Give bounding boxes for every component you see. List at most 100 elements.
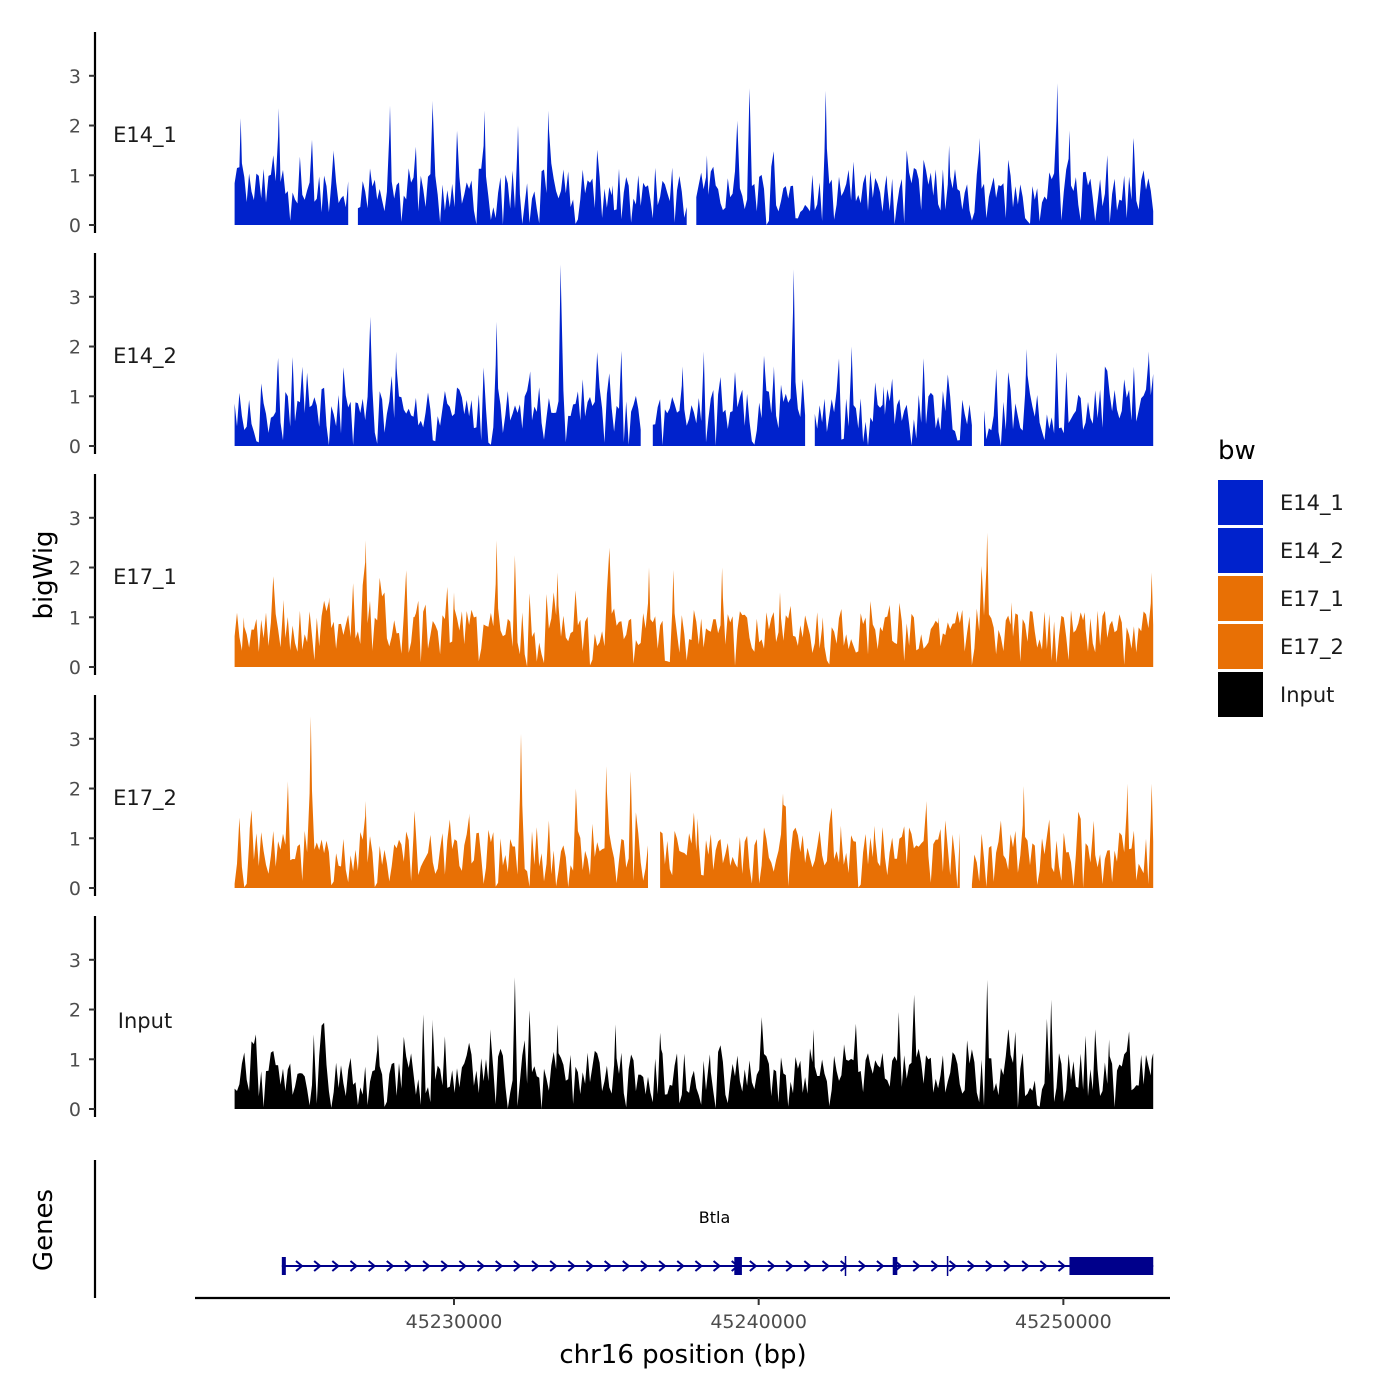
signal-area <box>234 977 1154 1109</box>
legend-key <box>1218 528 1263 573</box>
genes-axis-title: Genes <box>29 1189 59 1271</box>
y-tick-label: 1 <box>69 607 81 629</box>
y-tick-label: 0 <box>69 657 81 679</box>
legend-label: E17_2 <box>1280 635 1344 660</box>
strand-chevron <box>495 1260 504 1272</box>
track-panel-e14-1: 0 1 2 3 E14_1 <box>69 32 1154 237</box>
strand-chevron <box>658 1260 667 1272</box>
y-tick-label: 0 <box>69 878 81 900</box>
signal-area <box>357 100 687 225</box>
signal-area <box>814 346 972 446</box>
y-tick-label: 0 <box>69 1099 81 1121</box>
track-panel-e14-2: 0 1 2 3 E14_2 <box>69 253 1154 458</box>
legend-label: Input <box>1280 683 1334 707</box>
strand-chevron <box>349 1260 359 1272</box>
strand-chevron <box>930 1260 939 1272</box>
legend-key <box>1218 672 1263 717</box>
y-tick-label: 1 <box>69 165 81 187</box>
strand-chevron <box>531 1260 540 1272</box>
signal-area <box>652 269 806 446</box>
strand-chevron <box>839 1260 849 1272</box>
strand-chevron <box>622 1260 631 1272</box>
y-tick-label: 3 <box>69 729 81 751</box>
strand-chevron <box>367 1260 377 1272</box>
strand-chevron <box>1003 1260 1012 1272</box>
x-tick-label: 45250000 <box>1015 1311 1112 1333</box>
strand-chevron <box>676 1260 685 1272</box>
y-tick-label: 2 <box>69 1000 81 1022</box>
y-tick-label: 2 <box>69 337 81 359</box>
strand-chevron <box>712 1260 722 1272</box>
genes-track: Btla <box>93 1160 1154 1298</box>
strand-chevron <box>567 1260 576 1272</box>
strand-chevron <box>785 1260 794 1272</box>
strand-chevron <box>458 1260 467 1272</box>
track-panels: 0 1 2 3 E14_1 0 1 2 3 E14_2 0 1 2 3 E17_1 0 1 2 3 E17_2 0 1 2 3… <box>69 32 1154 1121</box>
track-panel-input: 0 1 2 3 Input <box>69 916 1154 1121</box>
legend-key <box>1218 624 1263 669</box>
strand-chevron <box>549 1260 558 1272</box>
strand-chevron <box>295 1260 304 1272</box>
legend-label: E14_1 <box>1280 491 1344 516</box>
signal-area <box>234 532 1154 667</box>
y-tick-label: 0 <box>69 215 81 237</box>
x-tick-label: 45230000 <box>406 1311 503 1333</box>
x-axis: 45230000 45240000 45250000 <box>195 1296 1170 1333</box>
legend-label: E14_2 <box>1280 539 1344 564</box>
track-panel-e17-1: 0 1 2 3 E17_1 <box>69 474 1154 679</box>
strand-chevron <box>1057 1260 1067 1272</box>
y-tick-label: 2 <box>69 116 81 138</box>
y-tick-label: 1 <box>69 1049 81 1071</box>
track-panel-e17-2: 0 1 2 3 E17_2 <box>69 695 1154 900</box>
signal-area <box>234 264 641 446</box>
strand-chevron <box>1021 1260 1030 1272</box>
y-tick-label: 2 <box>69 779 81 801</box>
strand-chevron <box>386 1260 395 1272</box>
gene-name-label: Btla <box>699 1208 731 1227</box>
strand-chevron <box>404 1260 413 1272</box>
exon <box>281 1257 286 1275</box>
panel-label: E14_2 <box>113 344 177 369</box>
signal-area <box>984 349 1154 446</box>
panel-label: E17_2 <box>113 786 177 811</box>
y-tick-label: 1 <box>69 828 81 850</box>
y-axis-title: bigWig <box>29 530 59 619</box>
strand-chevron <box>912 1260 921 1272</box>
panel-label: Input <box>118 1009 172 1033</box>
signal-area <box>234 716 648 888</box>
panel-label: E14_1 <box>113 123 177 148</box>
strand-chevron <box>749 1260 758 1272</box>
legend-label: E17_1 <box>1280 587 1344 612</box>
exon <box>1069 1257 1154 1275</box>
exon <box>892 1257 898 1275</box>
strand-chevron <box>585 1260 595 1272</box>
strand-chevron <box>948 1260 958 1272</box>
y-tick-label: 3 <box>69 950 81 972</box>
strand-chevron <box>967 1260 976 1272</box>
strand-chevron <box>1039 1260 1048 1272</box>
x-tick-label: 45240000 <box>710 1311 807 1333</box>
legend: bw E14_1 E14_2 E17_1 E17_2 Input <box>1218 436 1344 717</box>
strand-chevron <box>476 1260 486 1272</box>
legend-key <box>1218 576 1263 621</box>
strand-chevron <box>422 1260 431 1272</box>
y-tick-label: 1 <box>69 386 81 408</box>
strand-chevron <box>694 1260 703 1272</box>
legend-title: bw <box>1218 436 1256 466</box>
y-tick-label: 3 <box>69 508 81 530</box>
strand-chevron <box>313 1260 322 1272</box>
strand-chevron <box>876 1260 885 1272</box>
y-tick-label: 2 <box>69 558 81 580</box>
y-tick-label: 3 <box>69 287 81 309</box>
x-axis-title: chr16 position (bp) <box>559 1340 806 1370</box>
legend-key <box>1218 480 1263 525</box>
strand-chevron <box>858 1260 867 1272</box>
strand-chevron <box>767 1260 776 1272</box>
panel-label: E17_1 <box>113 565 177 590</box>
strand-chevron <box>985 1260 994 1272</box>
strand-chevron <box>513 1260 522 1272</box>
y-tick-label: 3 <box>69 66 81 88</box>
signal-area <box>696 83 1154 225</box>
y-tick-label: 0 <box>69 436 81 458</box>
